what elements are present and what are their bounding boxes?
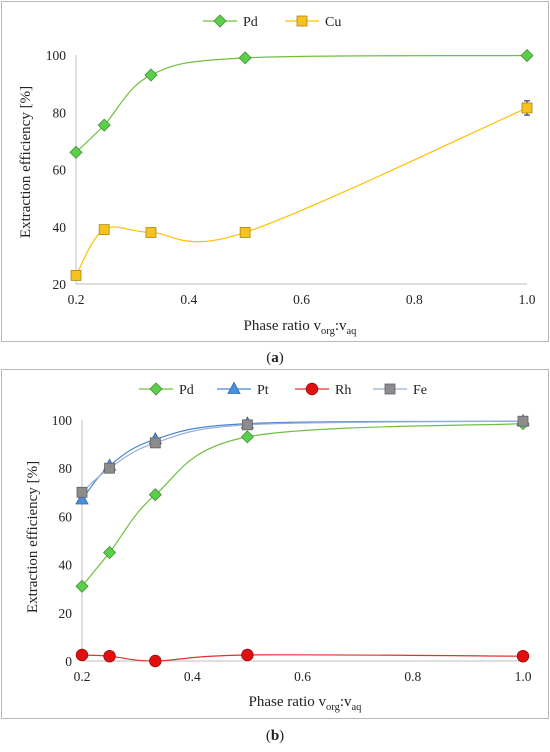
data-point-rh: [241, 648, 254, 662]
data-point-cu: [70, 270, 82, 281]
legend-label-fe: Fe: [413, 383, 427, 398]
y-tick-label: 80: [59, 461, 73, 476]
data-point-pd: [97, 118, 111, 132]
data-point-rh: [103, 649, 116, 663]
legend-marker-cu: [296, 15, 308, 27]
data-point-cu: [521, 102, 533, 114]
data-point-pd: [102, 545, 117, 560]
legend-marker-fe: [384, 383, 396, 395]
y-tick-label: 80: [53, 105, 67, 120]
x-tick-label: 0.8: [404, 669, 421, 684]
series-line-fe: [81, 420, 524, 493]
data-point-pd: [69, 145, 83, 159]
x-tick-label: 0.4: [184, 669, 201, 684]
legend-label-pd: Pd: [243, 15, 258, 30]
x-tick-label: 0.6: [293, 292, 310, 307]
series-line-pd: [75, 54, 528, 153]
y-tick-label: 40: [53, 220, 67, 235]
panel-a-x-axis-title: Phase ratio vorg:vaq: [244, 318, 358, 337]
y-tick-label: 60: [53, 163, 67, 178]
data-point-pd: [520, 49, 534, 63]
legend-marker-pd: [213, 14, 227, 28]
data-point-pd: [144, 68, 158, 82]
data-point-pd: [238, 51, 252, 65]
y-tick-label: 40: [59, 558, 73, 573]
x-tick-label: 0.2: [74, 669, 91, 684]
x-tick-label: 0.4: [180, 292, 197, 307]
y-tick-label: 60: [59, 509, 73, 524]
data-point-fe: [241, 419, 253, 431]
data-point-pd: [75, 579, 89, 593]
data-point-cu: [145, 227, 157, 238]
x-tick-label: 1.0: [519, 292, 536, 307]
legend-label-pt: Pt: [257, 383, 269, 398]
x-tick-label: 0.6: [294, 669, 311, 684]
legend-marker-rh: [305, 382, 319, 396]
series-line-pd: [81, 423, 524, 587]
panel-a: 0.2 0.4 0.6 0.8 1.0 20 40 60 80 100 Pd Cu Extractio…: [1, 1, 549, 342]
panel-a-frame: [1, 1, 549, 342]
x-tick-label: 1.0: [515, 669, 532, 684]
legend-label-pd: Pd: [179, 383, 194, 398]
data-point-fe: [517, 415, 529, 427]
panel-b-frame: [1, 369, 549, 719]
data-point-cu: [98, 224, 110, 236]
panel-a-caption: (a): [266, 350, 284, 366]
series-line-cu: [75, 107, 528, 276]
panel-b-x-axis-title: Phase ratio vorg:vaq: [249, 694, 363, 713]
panel-b-y-axis-title: Extraction efficiency [%]: [25, 461, 41, 613]
data-point-pd: [148, 488, 162, 502]
data-point-cu: [239, 227, 251, 238]
data-point-rh: [75, 648, 89, 662]
legend-label-cu: Cu: [325, 15, 341, 30]
panel-b: 0.2 0.4 0.6 0.8 1.0 0 20 40 60 80 100 Pd Pt Rh Fe Extr…: [1, 369, 549, 719]
y-tick-label: 100: [46, 48, 67, 63]
legend-marker-pd: [149, 382, 163, 396]
data-point-fe: [104, 462, 115, 474]
y-tick-label: 20: [53, 277, 67, 292]
panel-a-plot-area: 0.2 0.4 0.6 0.8 1.0 20 40 60 80 100 Pd Cu: [46, 14, 536, 307]
panel-b-plot-area: 0.2 0.4 0.6 0.8 1.0 0 20 40 60 80 100 Pd Pt Rh Fe: [52, 381, 532, 684]
data-point-fe: [149, 437, 161, 449]
data-point-pd: [240, 430, 254, 444]
panel-b-caption: (b): [266, 728, 284, 744]
series-line-pt: [81, 420, 524, 500]
legend-marker-pt: [227, 381, 241, 394]
x-tick-label: 0.2: [68, 292, 85, 307]
data-point-pt: [75, 492, 89, 505]
y-tick-label: 20: [59, 606, 73, 621]
data-point-fe: [76, 486, 88, 498]
data-point-rh: [149, 654, 162, 668]
panel-a-y-axis-title: Extraction efficiency [%]: [18, 86, 34, 238]
series-line-rh: [81, 654, 524, 662]
y-tick-label: 0: [65, 654, 72, 669]
data-point-rh: [516, 649, 530, 663]
x-tick-label: 0.8: [406, 292, 423, 307]
legend-label-rh: Rh: [335, 383, 351, 398]
y-tick-label: 100: [52, 413, 73, 428]
